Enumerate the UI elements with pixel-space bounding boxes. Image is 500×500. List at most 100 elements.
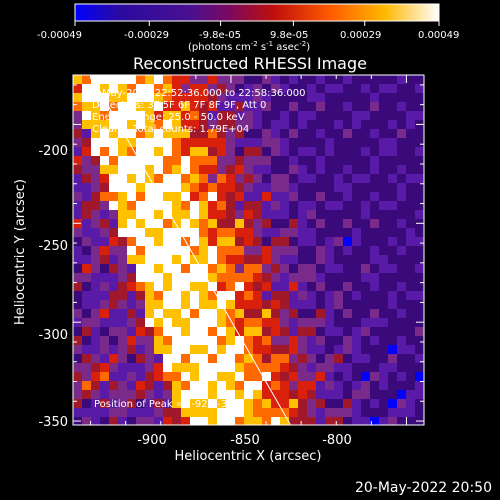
heatmap-cell (343, 129, 352, 138)
heatmap-cell (91, 138, 100, 147)
heatmap-cell (91, 102, 100, 111)
heatmap-cell (397, 399, 406, 408)
heatmap-cell (415, 300, 424, 309)
heatmap-cell (208, 390, 217, 399)
heatmap-cell (343, 300, 352, 309)
heatmap-cell (397, 174, 406, 183)
heatmap-cell (280, 372, 289, 381)
heatmap-cell (298, 381, 307, 390)
heatmap-cell (316, 102, 325, 111)
heatmap-cell (379, 84, 388, 93)
heatmap-cell (388, 354, 397, 363)
heatmap-cell (280, 246, 289, 255)
heatmap-cell (127, 390, 136, 399)
heatmap-cell (379, 102, 388, 111)
solar-limb-line (90, 75, 292, 425)
heatmap-cell (397, 345, 406, 354)
heatmap-cell (199, 372, 208, 381)
heatmap-cell (91, 111, 100, 120)
heatmap-cell (109, 372, 118, 381)
heatmap-cell (91, 291, 100, 300)
heatmap-cell (262, 138, 271, 147)
heatmap-cell (100, 408, 109, 417)
heatmap-cell (118, 372, 127, 381)
heatmap-cell (118, 147, 127, 156)
heatmap-cell (226, 336, 235, 345)
heatmap-cell (307, 390, 316, 399)
heatmap-cell (217, 174, 226, 183)
heatmap-cell (91, 120, 100, 129)
heatmap-cell (100, 111, 109, 120)
heatmap-cell (379, 156, 388, 165)
heatmap-cell (298, 120, 307, 129)
heatmap-cell (244, 111, 253, 120)
heatmap-cell (136, 201, 145, 210)
heatmap-cell (289, 390, 298, 399)
heatmap-cell (307, 111, 316, 120)
heatmap-cell (379, 291, 388, 300)
heatmap-cell (199, 138, 208, 147)
heatmap-cell (208, 363, 217, 372)
heatmap-cell (109, 192, 118, 201)
heatmap-cell (82, 75, 91, 84)
heatmap-cell (145, 237, 154, 246)
heatmap-cell (325, 336, 334, 345)
heatmap-cell (298, 183, 307, 192)
heatmap-cell (388, 111, 397, 120)
heatmap-cell (370, 246, 379, 255)
heatmap-cell (253, 75, 262, 84)
heatmap-cell (73, 192, 82, 201)
heatmap-cell (289, 327, 298, 336)
heatmap-cell (289, 372, 298, 381)
heatmap-cell (352, 300, 361, 309)
heatmap-cell (235, 354, 244, 363)
heatmap-cell (82, 381, 91, 390)
heatmap-cell (100, 120, 109, 129)
heatmap-cell (226, 246, 235, 255)
heatmap-cell (235, 120, 244, 129)
heatmap-cell (298, 192, 307, 201)
heatmap-cell (415, 174, 424, 183)
heatmap-cell (244, 336, 253, 345)
heatmap-cell (82, 300, 91, 309)
heatmap-cell (316, 156, 325, 165)
heatmap-cell (406, 237, 415, 246)
heatmap-cell (370, 237, 379, 246)
heatmap-cell (199, 210, 208, 219)
heatmap-cell (379, 354, 388, 363)
heatmap-cell (109, 318, 118, 327)
heatmap-cell (406, 255, 415, 264)
heatmap-cell (316, 345, 325, 354)
heatmap-cell (208, 174, 217, 183)
heatmap-cell (154, 291, 163, 300)
heatmap-cell (136, 318, 145, 327)
heatmap-cell (379, 75, 388, 84)
heatmap-cell (289, 111, 298, 120)
heatmap-cell (199, 75, 208, 84)
heatmap-cell (415, 282, 424, 291)
heatmap-cell (226, 264, 235, 273)
heatmap-cell (226, 282, 235, 291)
heatmap-cell (73, 138, 82, 147)
heatmap-cell (271, 345, 280, 354)
heatmap-cell (217, 399, 226, 408)
heatmap-cell (109, 399, 118, 408)
heatmap-cell (73, 345, 82, 354)
heatmap-cell (217, 93, 226, 102)
heatmap-cell (262, 174, 271, 183)
heatmap-cell (325, 111, 334, 120)
heatmap-cell (352, 417, 361, 425)
heatmap-cell (154, 237, 163, 246)
heatmap-cell (208, 165, 217, 174)
heatmap-cell (379, 246, 388, 255)
heatmap-cell (226, 390, 235, 399)
heatmap-cell (82, 363, 91, 372)
heatmap-cell (379, 363, 388, 372)
heatmap-cell (163, 165, 172, 174)
heatmap-cell (370, 282, 379, 291)
heatmap-cell (190, 84, 199, 93)
heatmap-cell (415, 408, 424, 417)
heatmap-cell (118, 246, 127, 255)
heatmap-cell (388, 84, 397, 93)
heatmap-cell (235, 75, 244, 84)
